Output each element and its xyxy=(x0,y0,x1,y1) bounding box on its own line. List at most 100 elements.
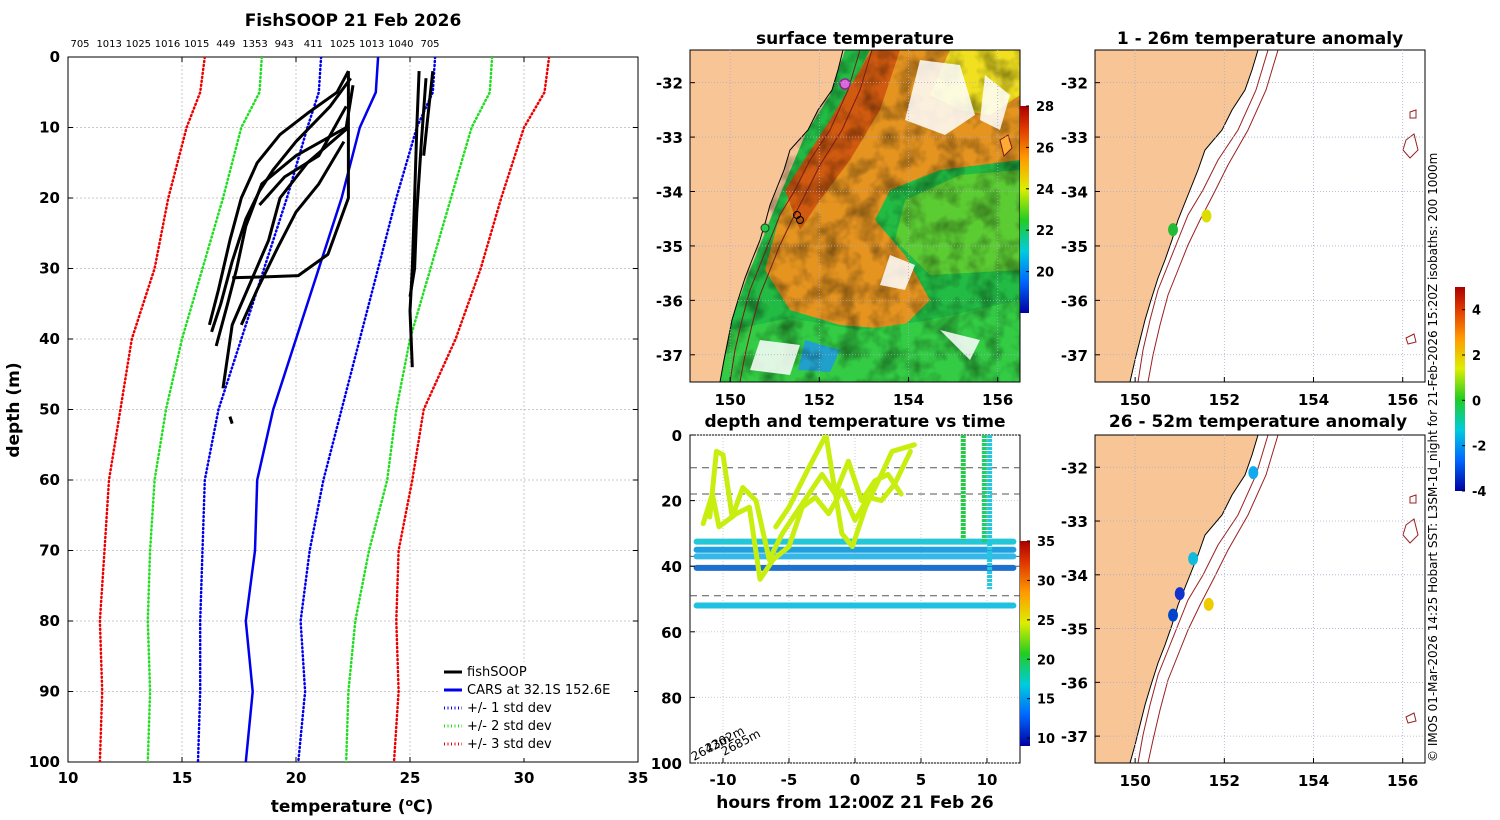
ts-tick-label-y: 0 xyxy=(672,427,682,445)
anomaly2-frame xyxy=(1094,434,1426,764)
tick-label-y: 30 xyxy=(39,260,60,278)
tick-label-y: 80 xyxy=(39,612,60,630)
sd1-high-line xyxy=(297,57,437,762)
top-count-label: 943 xyxy=(275,39,294,50)
timeseries-title: depth and temperature vs time xyxy=(705,412,1006,432)
ts-cb-label: 30 xyxy=(1037,574,1055,589)
profile-x-label-text: temperature ( xyxy=(271,797,406,817)
tick-label-y: 20 xyxy=(39,189,60,207)
timeseries-panel: depth and temperature vs time -10 -5 0 5 10 0… xyxy=(651,412,1055,813)
sst-cb-label: 26 xyxy=(1036,141,1054,156)
ts-tick-label-x: -5 xyxy=(781,771,798,789)
tick-label-x: 20 xyxy=(286,769,307,787)
top-count-label: 1025 xyxy=(330,39,355,50)
profile-top-labels: 705 1013 1025 1016 1015 449 1353 943 411 1025 1013… xyxy=(70,39,439,50)
map-tick-label-y: -37 xyxy=(1061,728,1088,746)
map-tick-label-x: 156 xyxy=(1387,772,1418,790)
anomaly1-island-b xyxy=(1409,109,1417,119)
anomaly-point xyxy=(1188,552,1199,566)
sst-cb-label: 22 xyxy=(1036,224,1054,239)
anomaly2-title: 26 - 52m temperature anomaly xyxy=(1109,412,1407,432)
map-tick-label-y: -36 xyxy=(656,292,683,310)
map-tick-label-y: -33 xyxy=(656,129,683,147)
fishsoop-profile xyxy=(422,70,435,156)
map-tick-label-x: 150 xyxy=(1119,772,1150,790)
top-count-label: 705 xyxy=(420,39,439,50)
ts-tick-label-y: 60 xyxy=(661,624,682,642)
map-tick-label-y: -33 xyxy=(1061,129,1088,147)
sst-colorbar-ticks: 20 22 24 26 28 xyxy=(1026,100,1054,281)
profile-climatology xyxy=(98,57,551,762)
map-tick-label-y: -37 xyxy=(1061,347,1088,365)
fishsoop-profile xyxy=(207,70,350,326)
profile-grid xyxy=(68,57,638,762)
fishsoop-profile xyxy=(228,416,234,425)
anomaly1-isobath-200 xyxy=(1137,50,1269,382)
map-tick-label-x: 154 xyxy=(893,391,924,409)
map-tick-label-y: -35 xyxy=(1061,238,1088,256)
legend-label: CARS at 32.1S 152.6E xyxy=(467,683,610,698)
timeseries-x-label: hours from 12:00Z 21 Feb 26 xyxy=(716,793,994,813)
sst-colorbar: 20 22 24 26 28 xyxy=(1020,100,1054,313)
ts-tick-label-x: 0 xyxy=(850,771,860,789)
sst-cloud xyxy=(750,60,1010,375)
anomaly2-panel: 26 - 52m temperature anomaly 150 152 154 15… xyxy=(1061,287,1486,790)
tick-label-x: 30 xyxy=(514,769,535,787)
top-count-label: 1353 xyxy=(242,39,267,50)
top-count-label: 411 xyxy=(304,39,323,50)
ts-cb-label: 10 xyxy=(1037,732,1055,747)
anomaly-point xyxy=(1174,587,1185,601)
sst-cb-label: 28 xyxy=(1036,100,1054,115)
timeseries-colorbar-ticks: 10 15 20 25 30 35 xyxy=(1027,535,1055,747)
ts-cb-label: 20 xyxy=(1037,653,1055,668)
anom-cb-label: -4 xyxy=(1472,485,1486,500)
tick-label-y: 60 xyxy=(39,471,60,489)
top-count-label: 1013 xyxy=(96,39,121,50)
map-tick-label-x: 152 xyxy=(1209,772,1240,790)
anomaly2-island-b xyxy=(1409,494,1417,504)
top-count-label: 1015 xyxy=(184,39,209,50)
anomaly1-map xyxy=(1095,50,1425,382)
fishsoop-profile xyxy=(214,84,355,347)
anomaly2-grid xyxy=(1095,435,1425,763)
map-tick-label-y: -32 xyxy=(1061,459,1088,477)
anomaly-colorbar-ticks: -4 -2 0 2 4 xyxy=(1462,304,1486,500)
map-tick-label-y: -34 xyxy=(656,184,683,202)
tick-label-y: 100 xyxy=(29,753,60,771)
map-tick-label-y: -33 xyxy=(1061,513,1088,531)
top-count-label: 449 xyxy=(216,39,235,50)
top-count-label: 1025 xyxy=(126,39,151,50)
legend-label: +/- 2 std dev xyxy=(467,719,552,734)
timeseries-data xyxy=(693,435,1017,609)
profile-panel: FishSOOP 21 Feb 2026 705 1013 1025 1016 1015… xyxy=(4,11,648,817)
anomaly1-island-c xyxy=(1405,333,1417,345)
sst-island xyxy=(999,134,1013,157)
anomaly-point xyxy=(1203,597,1214,611)
anomaly1-panel: 1 - 26m temperature anomaly 150 152 154 156… xyxy=(1061,29,1426,409)
profile-x-label: temperature (oC) xyxy=(271,796,434,818)
fishsoop-profile xyxy=(239,140,346,326)
fishsoop-profile xyxy=(258,105,348,206)
sst-station-marker xyxy=(839,78,851,90)
anomaly-point xyxy=(1168,608,1179,622)
anomaly1-isobath-1000 xyxy=(1147,50,1279,382)
sst-ticks: 150 152 154 156 -32 -33 -34 -35 -36 -37 xyxy=(656,75,1013,409)
ts-tick-label-x: 5 xyxy=(916,771,926,789)
ts-track xyxy=(773,435,917,549)
map-tick-label-x: 154 xyxy=(1298,772,1329,790)
tick-label-x: 35 xyxy=(628,769,649,787)
anomaly-colorbar: -4 -2 0 2 4 xyxy=(1455,287,1486,500)
sst-land-overlay xyxy=(690,50,844,382)
ts-tick-label-x: -10 xyxy=(709,771,736,789)
anomaly1-land xyxy=(1095,50,1259,382)
profile-observations xyxy=(207,70,435,425)
legend-label: +/- 3 std dev xyxy=(467,737,552,752)
anomaly2-map xyxy=(1095,435,1425,763)
anomaly1-grid xyxy=(1095,50,1425,382)
tick-label-y: 90 xyxy=(39,683,60,701)
tick-label-y: 40 xyxy=(39,330,60,348)
ts-tick-label-x: 10 xyxy=(977,771,998,789)
top-count-label: 1013 xyxy=(359,39,384,50)
legend-box xyxy=(438,662,634,758)
